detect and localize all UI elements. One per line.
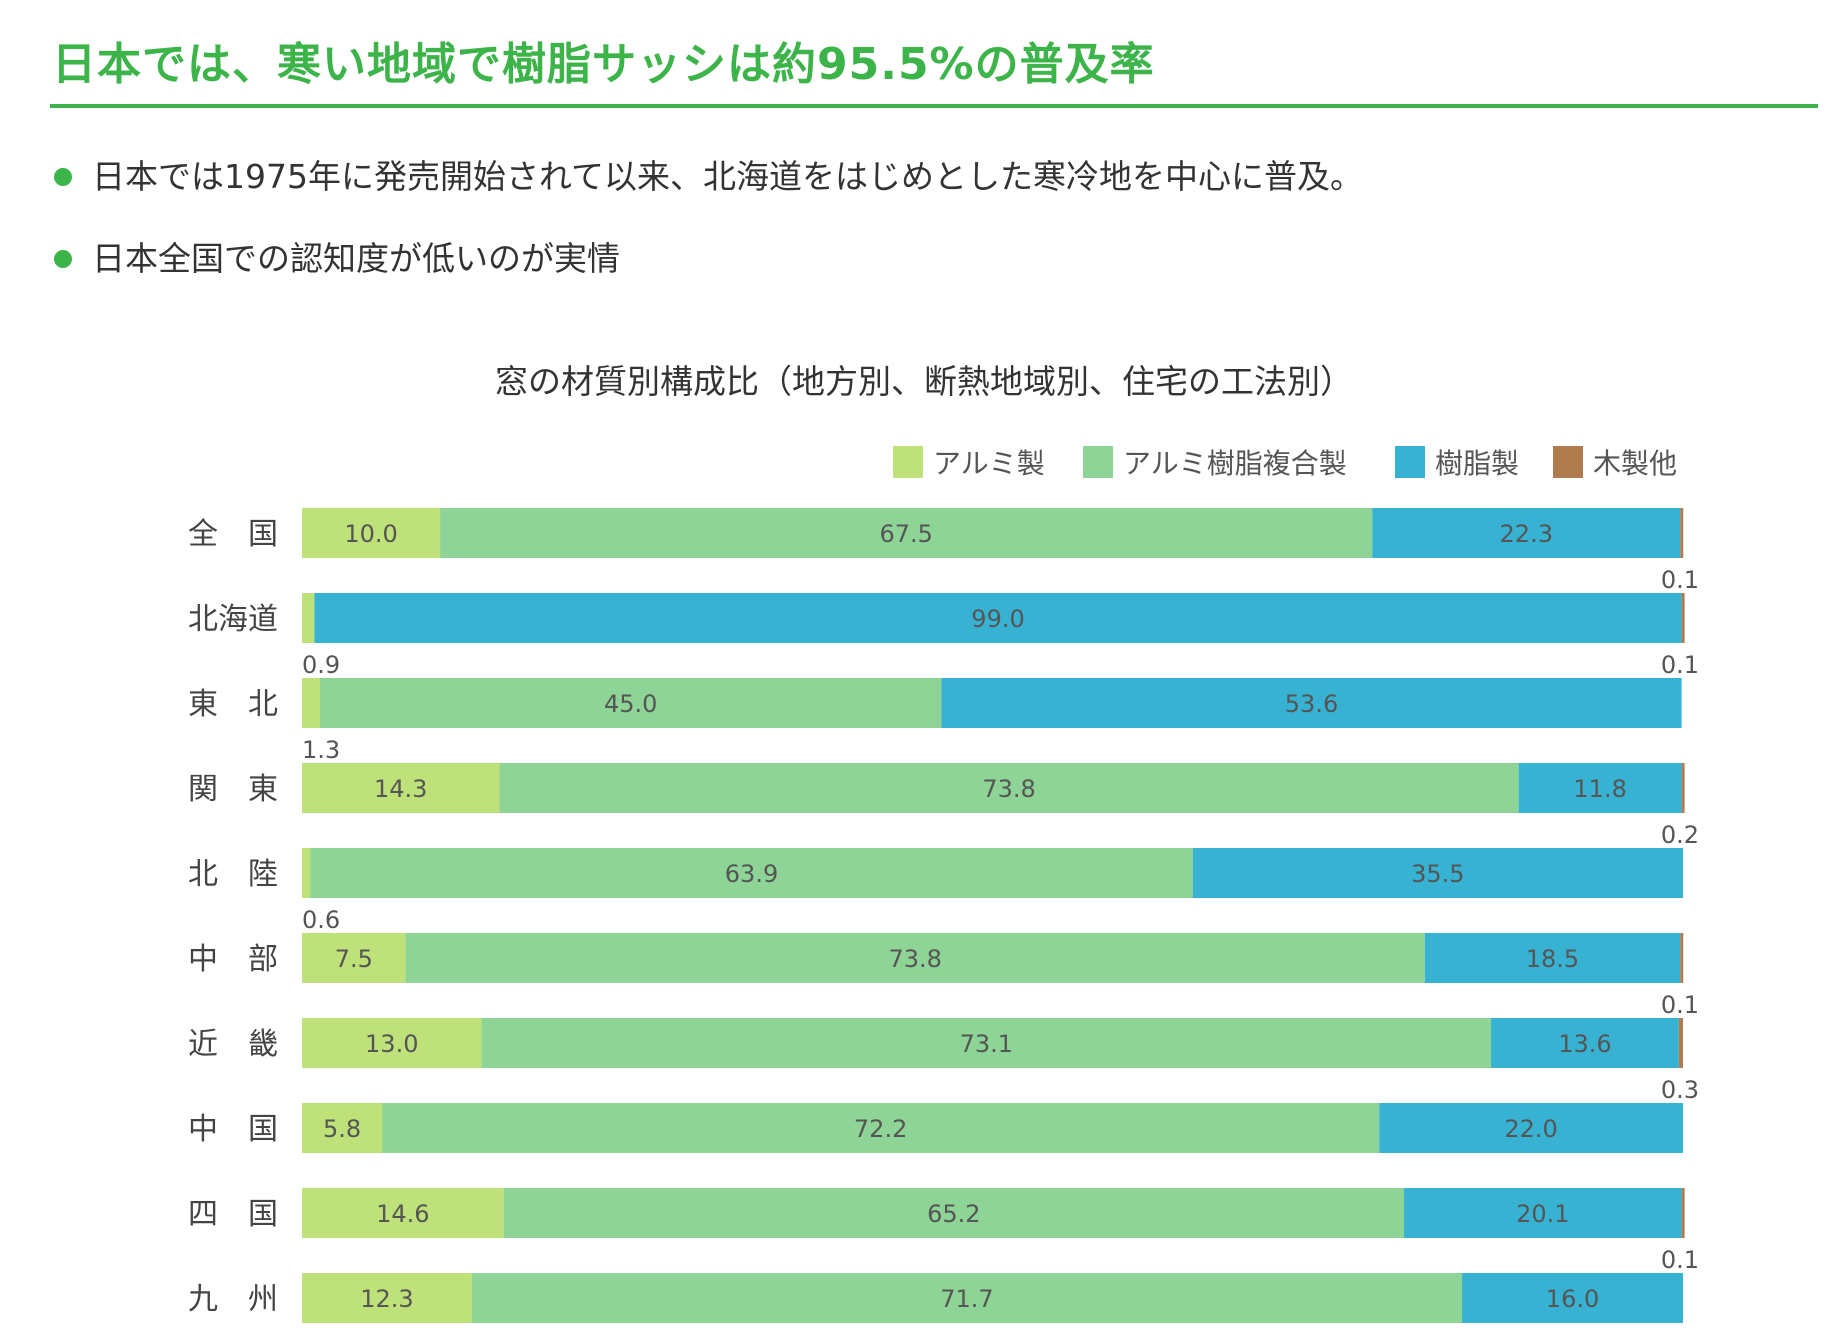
data-label: 0.6 [302,906,340,934]
bullet-text: 日本では1975年に発売開始されて以来、北海道をはじめとした寒冷地を中心に普及。 [92,157,1363,196]
data-label: 99.0 [971,605,1024,633]
bullet-dot-icon [54,168,72,186]
data-label: 0.3 [1661,1076,1699,1104]
data-label: 14.6 [376,1200,429,1228]
category-label: 九 州 [188,1282,278,1317]
category-label: 四 国 [188,1197,278,1232]
title-divider [50,104,1818,108]
bar-segment [440,508,1373,558]
data-label: 73.1 [960,1030,1013,1058]
bar-segment [405,933,1425,983]
bar-segment [1404,1188,1682,1238]
bullet-item: 日本では1975年に発売開始されて以来、北海道をはじめとした寒冷地を中心に普及。 [52,150,1363,232]
bullet-text: 日本全国での認知度が低いのが実情 [92,239,620,278]
bar-segment [1372,508,1681,558]
chart-title: 窓の材質別構成比（地方別、断熱地域別、住宅の工法別） [495,362,1353,401]
bar-segment [302,1018,482,1068]
legend-label: アルミ製 [933,447,1045,480]
bar-segment [302,1188,504,1238]
bar-segment [382,1103,1380,1153]
bar-segment [302,848,311,898]
data-label: 71.7 [940,1285,993,1313]
data-label: 65.2 [927,1200,980,1228]
data-label: 0.9 [302,651,340,679]
data-label: 0.1 [1661,991,1699,1019]
bar-segment [471,1273,1463,1323]
page-title: 日本では、寒い地域で樹脂サッシは約95.5%の普及率 [52,39,1155,90]
bar-segment [1680,508,1684,558]
bar-segment [503,1188,1405,1238]
bar-segment [302,933,406,983]
data-label: 1.3 [302,736,340,764]
bar-segment [1462,1273,1683,1323]
data-label: 73.8 [888,945,941,973]
bar-segment [302,593,315,643]
data-label: 18.5 [1526,945,1579,973]
data-label: 11.8 [1573,775,1626,803]
category-label: 北海道 [188,602,278,637]
legend-label: アルミ樹脂複合製 [1123,447,1347,480]
legend-swatch [1553,446,1583,478]
data-label: 22.0 [1504,1115,1557,1143]
legend-swatch [1083,446,1113,478]
bullet-item: 日本全国での認知度が低いのが実情 [52,232,1363,314]
data-label: 45.0 [604,690,657,718]
data-label: 7.5 [335,945,373,973]
bar-segment [302,1273,472,1323]
data-label: 13.6 [1558,1030,1611,1058]
data-label: 0.1 [1661,651,1699,679]
data-label: 72.2 [854,1115,907,1143]
bar-segment [302,763,500,813]
bar-segment [1491,1018,1679,1068]
category-label: 中 国 [188,1112,278,1147]
category-label: 全 国 [188,517,278,552]
bar-segment [941,678,1682,728]
bar-segment [310,848,1193,898]
bar-segment [1681,593,1685,643]
bar-segment [319,678,942,728]
bar-segment [481,1018,1492,1068]
data-label: 0.1 [1661,566,1699,594]
data-label: 53.6 [1285,690,1338,718]
bar-segment [302,678,320,728]
bar-segment [1681,763,1685,813]
bar-segment [1681,1188,1685,1238]
category-label: 東 北 [188,687,278,722]
bar-segment [1379,1103,1683,1153]
data-label: 12.3 [360,1285,413,1313]
data-label: 35.5 [1411,860,1464,888]
category-label: 北 陸 [188,857,278,892]
legend-swatch [1395,446,1425,478]
bar-segment [1424,933,1681,983]
data-label: 67.5 [879,520,932,548]
data-label: 63.9 [725,860,778,888]
category-label: 関 東 [188,772,278,807]
bar-segment [499,763,1519,813]
legend-label: 木製他 [1593,447,1677,480]
legend-swatch [893,446,923,478]
category-label: 中 部 [188,942,278,977]
legend-label: 樹脂製 [1435,447,1519,480]
data-label: 73.8 [982,775,1035,803]
bar-segment [1518,763,1682,813]
data-label: 10.0 [344,520,397,548]
data-label: 5.8 [323,1115,361,1143]
data-label: 0.2 [1661,821,1699,849]
data-label: 22.3 [1500,520,1553,548]
bullet-dot-icon [54,250,72,268]
data-label: 16.0 [1546,1285,1599,1313]
bar-segment [302,508,441,558]
bar-segment [1678,1018,1683,1068]
bullet-list: 日本では1975年に発売開始されて以来、北海道をはじめとした寒冷地を中心に普及。… [52,150,1363,314]
data-label: 0.1 [1661,1246,1699,1274]
data-label: 20.1 [1516,1200,1569,1228]
category-label: 近 畿 [188,1027,278,1062]
data-label: 14.3 [374,775,427,803]
data-label: 13.0 [365,1030,418,1058]
bar-segment [1192,848,1683,898]
bar-segment [302,1103,383,1153]
bar-segment [1680,933,1684,983]
bar-segment [314,593,1682,643]
